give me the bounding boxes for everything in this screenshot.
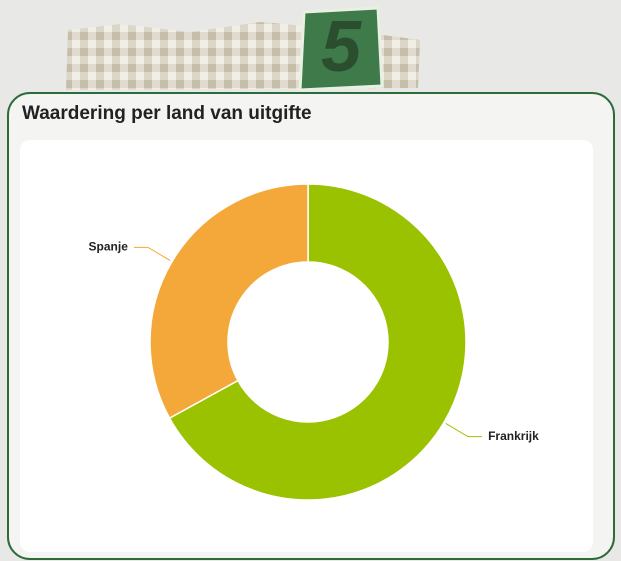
chart-title: Waardering per land van uitgifte <box>22 103 312 124</box>
badge-number: 5 <box>321 7 362 87</box>
slice-label: Spanje <box>89 239 129 253</box>
slice-label: Frankrijk <box>488 429 539 443</box>
page: 5 Waardering per land van uitgifte Frank… <box>0 0 621 561</box>
screen: 5 Waardering per land van uitgifte Frank… <box>0 0 621 561</box>
